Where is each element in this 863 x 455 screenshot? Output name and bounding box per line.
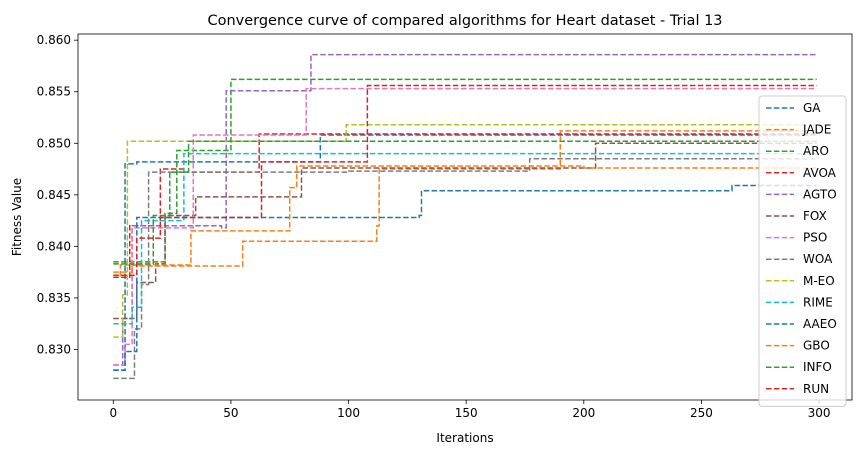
- series-line-aaeo: [113, 184, 817, 371]
- legend-label-gbo: GBO: [803, 339, 830, 353]
- x-tick-label: 0: [109, 406, 117, 420]
- y-tick-label: 0.840: [37, 239, 71, 253]
- legend-label-info: INFO: [803, 360, 832, 374]
- y-tick-label: 0.830: [37, 342, 71, 356]
- legend-label-agto: AGTO: [803, 187, 837, 201]
- x-tick-label: 200: [572, 406, 595, 420]
- series-line-info: [113, 140, 817, 265]
- series-line-aro: [113, 78, 817, 263]
- series-layer: [113, 53, 817, 380]
- x-tick-label: 50: [223, 406, 238, 420]
- series-line-jade: [113, 130, 817, 279]
- legend-label-rime: RIME: [803, 295, 833, 309]
- series-line-m-eo: [113, 123, 817, 338]
- series-line-run: [113, 84, 817, 276]
- x-axis: 0 50 100 150 200 250 300: [109, 400, 831, 420]
- y-tick-label: 0.835: [37, 291, 71, 305]
- legend-label-fox: FOX: [803, 209, 827, 223]
- series-line-gbo: [113, 165, 817, 273]
- series-line-agto: [113, 53, 817, 366]
- x-axis-title: Iterations: [436, 431, 493, 445]
- plot-frame: [77, 33, 853, 401]
- series-line-fox: [113, 142, 817, 320]
- chart-title: Convergence curve of compared algorithms…: [207, 13, 722, 29]
- legend-label-pso: PSO: [803, 231, 827, 245]
- x-tick-label: 300: [808, 406, 831, 420]
- legend-label-woa: WOA: [803, 252, 833, 266]
- legend: GA JADE ARO AVOA AGTO FOX PSO WOA M-EO RIME AAEO GB…: [758, 95, 847, 407]
- legend-label-avoa: AVOA: [803, 166, 837, 180]
- legend-label-run: RUN: [803, 382, 829, 396]
- series-line-pso: [113, 87, 817, 366]
- legend-label-m-eo: M-EO: [803, 274, 835, 288]
- legend-box: [758, 95, 847, 407]
- series-line-ga: [113, 134, 817, 371]
- legend-label-ga: GA: [803, 101, 821, 115]
- legend-label-jade: JADE: [802, 123, 831, 137]
- x-tick-label: 150: [455, 406, 478, 420]
- y-axis: 0.830 0.835 0.840 0.845 0.850 0.855 0.860: [37, 33, 78, 356]
- series-line-rime: [113, 152, 817, 325]
- y-tick-label: 0.855: [37, 85, 71, 99]
- legend-label-aro: ARO: [803, 144, 829, 158]
- x-tick-label: 100: [337, 406, 360, 420]
- series-line-avoa: [113, 133, 817, 279]
- x-tick-label: 250: [690, 406, 713, 420]
- y-tick-label: 0.850: [37, 136, 71, 150]
- series-line-woa: [113, 158, 817, 380]
- legend-label-aaeo: AAEO: [803, 317, 837, 331]
- y-tick-label: 0.845: [37, 188, 71, 202]
- y-axis-title: Fitness Value: [10, 178, 24, 256]
- y-tick-label: 0.860: [37, 33, 71, 47]
